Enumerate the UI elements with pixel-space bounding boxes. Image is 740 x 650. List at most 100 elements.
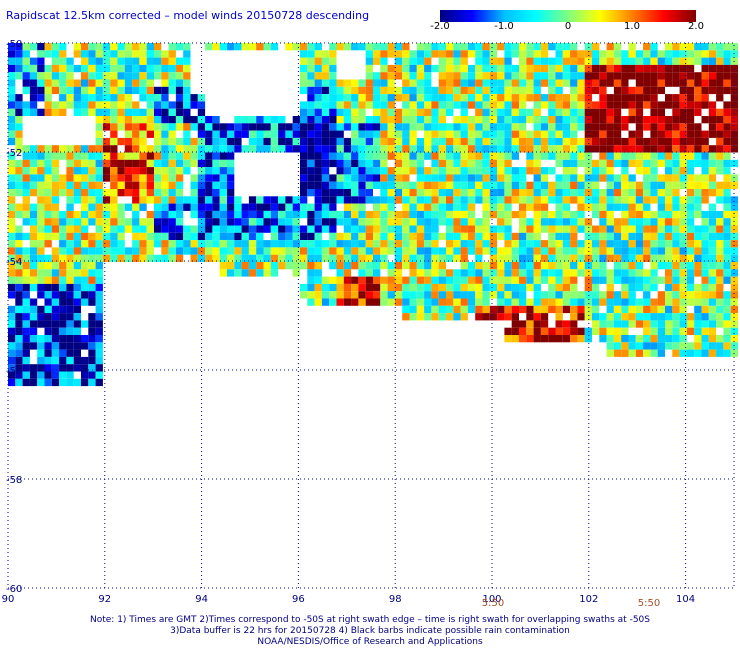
wind-cell [248,123,257,131]
wind-cell [424,313,432,321]
wind-cell [606,313,614,321]
wind-cell [409,218,417,226]
wind-cell [66,94,74,102]
wind-cell [15,225,23,233]
wind-cell [482,262,490,270]
wind-cell [613,349,622,357]
wind-cell [409,159,417,168]
wind-cell [380,174,388,182]
wind-cell [431,189,439,197]
wind-cell [270,123,279,131]
wind-cell [409,116,417,124]
wind-cell [621,174,629,182]
wind-cell [373,167,381,175]
wind-cell [336,262,344,270]
wind-cell [708,240,717,248]
wind-cell [394,145,403,153]
wind-cell [686,123,695,131]
wind-cell [175,167,184,175]
wind-cell [219,167,227,175]
wind-cell [643,116,651,124]
wind-cell [81,189,89,197]
wind-cell [730,232,738,241]
wind-cell [44,189,52,197]
wind-cell [409,283,417,292]
wind-cell [29,364,38,372]
wind-cell [723,101,731,109]
wind-cell [599,167,607,175]
wind-cell [329,247,337,255]
wind-cell [343,86,352,95]
wind-cell [73,232,81,241]
wind-cell [686,50,695,58]
wind-cell [256,43,264,51]
wind-cell [708,247,717,255]
wind-cell [526,232,534,241]
wind-cell [672,320,680,328]
wind-cell [292,218,300,226]
wind-cell [321,174,330,182]
wind-cell [650,181,658,189]
wind-cell [37,291,45,299]
wind-cell [467,64,476,73]
wind-cell [29,254,38,262]
wind-cell [402,50,410,58]
wind-cell [511,269,519,277]
wind-cell [37,262,45,270]
wind-cell [270,116,279,124]
wind-cell [402,72,410,80]
wind-cell [154,72,162,80]
wind-cell [635,349,644,357]
wind-cell [621,167,629,175]
wind-cell [278,225,286,233]
wind-cell [234,116,242,124]
wind-cell [533,283,541,292]
wind-cell [168,189,176,197]
wind-cell [314,101,322,109]
wind-cell [672,305,680,314]
wind-cell [584,335,592,343]
wind-cell [621,262,629,270]
wind-cell [44,349,52,357]
wind-cell [606,137,614,146]
wind-cell [22,291,30,299]
wind-cell [146,174,154,182]
wind-cell [402,130,410,138]
wind-cell [460,174,468,182]
wind-cell [365,145,373,153]
wind-cell [8,254,16,262]
wind-cell [81,94,89,102]
wind-cell [540,123,549,131]
wind-cell [175,145,184,153]
wind-cell [657,313,665,321]
wind-cell [475,313,483,321]
wind-cell [643,218,651,226]
wind-cell [387,167,395,175]
wind-cell [329,291,337,299]
wind-cell [373,43,381,51]
wind-cell [679,86,687,95]
wind-cell [88,349,96,357]
wind-cell [22,247,30,255]
wind-cell [183,64,191,73]
wind-cell [701,116,709,124]
wind-cell [613,86,622,95]
wind-cell [168,43,176,51]
wind-cell [117,181,125,189]
wind-cell [548,262,556,270]
wind-cell [124,43,133,51]
wind-cell [686,189,695,197]
wind-cell [73,291,81,299]
wind-cell [599,50,607,58]
wind-cell [336,108,344,116]
wind-cell [409,72,417,80]
wind-cell [8,152,16,160]
wind-cell [365,101,373,109]
wind-cell [672,262,680,270]
wind-cell [29,327,38,335]
wind-cell [95,262,103,270]
wind-cell [29,225,38,233]
wind-cell [59,189,67,197]
wind-cell [635,64,644,73]
wind-cell [29,305,38,314]
